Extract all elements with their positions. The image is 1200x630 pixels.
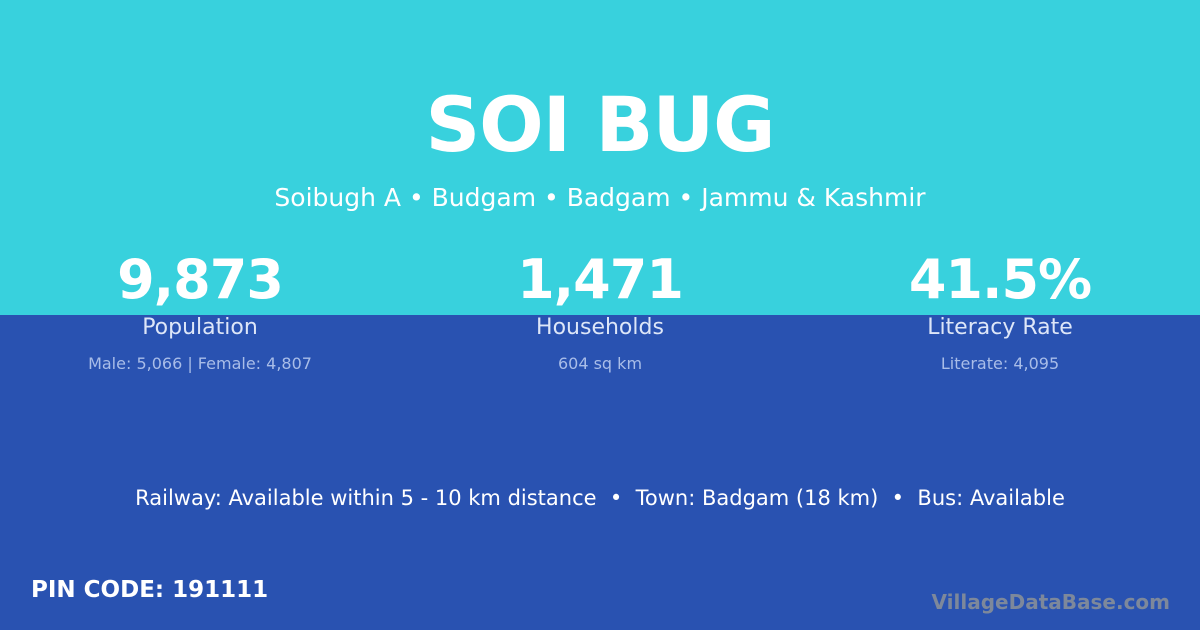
- stat-detail: Male: 5,066 | Female: 4,807: [88, 354, 312, 373]
- stat-label: Households: [536, 315, 664, 340]
- stat-label: Population: [142, 315, 258, 340]
- stat-value: 9,873: [117, 248, 284, 311]
- stat-label: Literacy Rate: [927, 315, 1073, 340]
- connectivity-info: Railway: Available within 5 - 10 km dist…: [135, 486, 1065, 510]
- header-band: [0, 0, 1200, 315]
- body-band: [0, 315, 1200, 630]
- stat-value: 1,471: [517, 248, 684, 311]
- location-breadcrumb: Soibugh A • Budgam • Badgam • Jammu & Ka…: [274, 183, 926, 212]
- pin-code: PIN CODE: 191111: [31, 577, 269, 603]
- stat-detail: Literate: 4,095: [940, 354, 1060, 373]
- stat-detail: 604 sq km: [557, 354, 643, 373]
- brand-watermark: VillageDataBase.com: [931, 590, 1170, 614]
- stat-value: 41.5%: [908, 248, 1092, 311]
- village-name: SOI BUG: [425, 80, 775, 169]
